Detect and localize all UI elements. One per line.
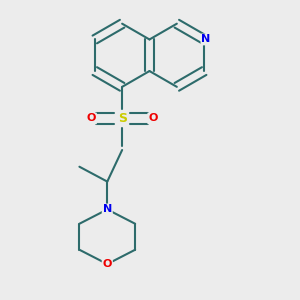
Text: S: S bbox=[118, 112, 127, 125]
Text: N: N bbox=[103, 204, 112, 214]
Text: N: N bbox=[201, 34, 211, 44]
Text: O: O bbox=[87, 113, 96, 123]
Text: O: O bbox=[148, 113, 158, 123]
Text: O: O bbox=[103, 259, 112, 269]
